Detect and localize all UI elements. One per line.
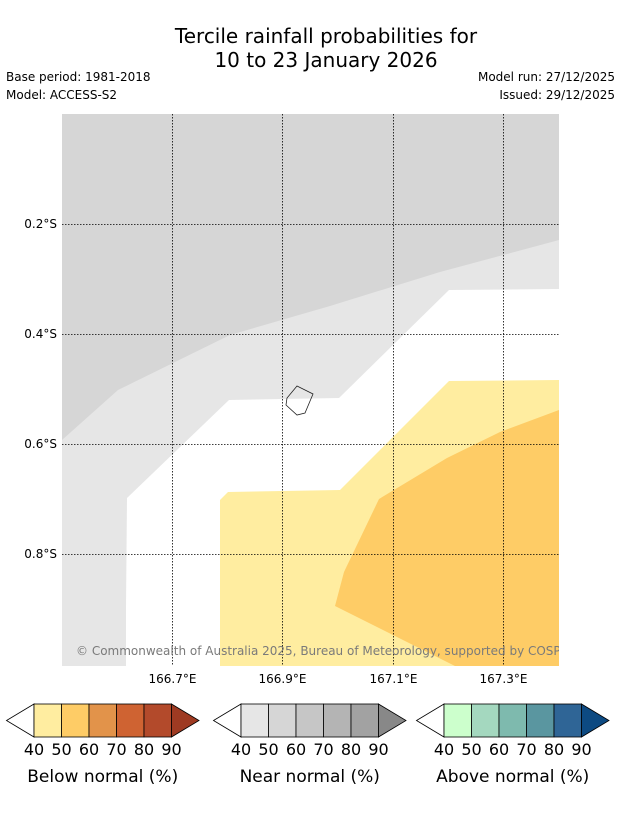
- model-name: Model: ACCESS-S2: [6, 88, 118, 102]
- below-normal-colorbar-cell: [61, 703, 90, 738]
- above-normal-colorbar-cell: [526, 703, 555, 738]
- below-normal-colorbar-title: Below normal (%): [27, 767, 178, 787]
- near-normal-colorbar-tick: 60: [286, 740, 306, 759]
- lon-label-166-9: 166.9°E: [259, 672, 307, 686]
- latitude-labels: 0.2°S 0.4°S 0.6°S 0.8°S: [24, 217, 57, 561]
- below-normal-colorbar-tick: 90: [161, 740, 181, 759]
- lat-label-0-4: 0.4°S: [24, 327, 57, 341]
- title-line-1: Tercile rainfall probabilities for: [174, 24, 478, 48]
- above-normal-colorbar-tick: 70: [516, 740, 536, 759]
- above-normal-colorbar-tick: 90: [571, 740, 591, 759]
- near-normal-colorbar-tick: 90: [368, 740, 388, 759]
- near-normal-colorbar-cell: [295, 703, 324, 738]
- below-normal-colorbar-cell: [33, 703, 62, 738]
- above-normal-colorbar-cell: [553, 703, 582, 738]
- near-normal-colorbar-cell: [240, 703, 269, 738]
- island-outline: [285, 385, 314, 416]
- below-normal-colorbar-tick: 80: [134, 740, 154, 759]
- map-panel: © Commonwealth of Australia 2025, Bureau…: [62, 114, 581, 666]
- below-normal-colorbar-low-arrow: [5, 703, 35, 738]
- above-normal-colorbar-low-arrow: [415, 703, 445, 738]
- near-normal-colorbar-cell: [323, 703, 352, 738]
- below-normal-colorbar-cell: [143, 703, 172, 738]
- longitude-labels: 166.7°E 166.9°E 167.1°E 167.3°E: [149, 672, 528, 686]
- lat-label-0-8: 0.8°S: [24, 547, 57, 561]
- meta-right: Model run: 27/12/2025 Issued: 29/12/2025: [478, 68, 615, 104]
- above-normal-colorbar: 40 50 60 70 80 90 Above normal (%): [415, 703, 610, 787]
- near-normal-colorbar: 40 50 60 70 80 90 Near normal (%): [212, 703, 407, 787]
- above-normal-colorbar-cell: [471, 703, 500, 738]
- above-normal-colorbar-high-arrow: [581, 703, 610, 738]
- above-normal-colorbar-cell: [498, 703, 527, 738]
- near-normal-colorbar-tick: 40: [231, 740, 251, 759]
- lon-label-167-1: 167.1°E: [370, 672, 418, 686]
- above-normal-colorbar-tick: 80: [544, 740, 564, 759]
- issued-date: Issued: 29/12/2025: [499, 88, 615, 102]
- above-normal-colorbar-tick: 40: [434, 740, 454, 759]
- near-normal-colorbar-tick: 50: [258, 740, 278, 759]
- near-normal-colorbar-cell: [350, 703, 379, 738]
- lon-label-167-3: 167.3°E: [480, 672, 528, 686]
- near-normal-colorbar-title: Near normal (%): [240, 767, 380, 787]
- lat-label-0-6: 0.6°S: [24, 437, 57, 451]
- above-normal-colorbar-tick: 50: [461, 740, 481, 759]
- below-normal-colorbar: 40 50 60 70 80 90 Below normal (%): [5, 703, 200, 787]
- lat-label-0-2: 0.2°S: [24, 217, 57, 231]
- near-normal-colorbar-tick: 80: [341, 740, 361, 759]
- below-normal-colorbar-tick: 60: [79, 740, 99, 759]
- below-normal-50-region: [335, 410, 559, 666]
- near-normal-colorbar-low-arrow: [212, 703, 242, 738]
- below-normal-colorbar-tick: 40: [24, 740, 44, 759]
- below-normal-colorbar-high-arrow: [171, 703, 200, 738]
- below-normal-colorbar-tick: 70: [106, 740, 126, 759]
- below-normal-colorbar-cell: [88, 703, 117, 738]
- model-run: Model run: 27/12/2025: [477, 70, 615, 84]
- near-normal-colorbar-tick: 70: [313, 740, 333, 759]
- map-title: Tercile rainfall probabilities for 10 to…: [0, 24, 621, 72]
- above-normal-colorbar-cell: [443, 703, 472, 738]
- colorbar-legends: 40 50 60 70 80 90 Below normal (%) 40 50 60 70 80 90…: [5, 703, 610, 787]
- meta-left: Base period: 1981-2018 Model: ACCESS-S2: [6, 68, 151, 104]
- base-period: Base period: 1981-2018: [6, 70, 151, 84]
- lon-label-166-7: 166.7°E: [149, 672, 197, 686]
- below-normal-colorbar-cell: [116, 703, 145, 738]
- below-normal-colorbar-tick: 50: [51, 740, 71, 759]
- title-line-2: 10 to 23 January 2026: [214, 48, 438, 72]
- near-normal-colorbar-cell: [268, 703, 297, 738]
- above-normal-colorbar-tick: 60: [489, 740, 509, 759]
- copyright-notice: © Commonwealth of Australia 2025, Bureau…: [76, 644, 581, 658]
- near-normal-colorbar-high-arrow: [378, 703, 407, 738]
- above-normal-colorbar-title: Above normal (%): [436, 767, 589, 787]
- map-gridlines: [62, 114, 559, 666]
